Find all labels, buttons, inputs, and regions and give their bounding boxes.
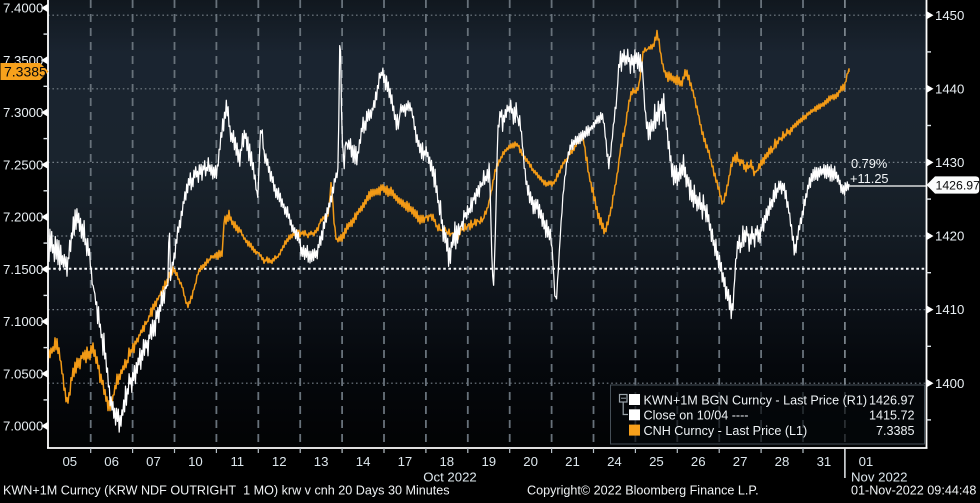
svg-text:01-Nov-2022 09:44:48: 01-Nov-2022 09:44:48 bbox=[851, 484, 976, 498]
svg-text:1415.72: 1415.72 bbox=[869, 409, 915, 423]
svg-text:11: 11 bbox=[230, 454, 244, 469]
svg-text:7.2000: 7.2000 bbox=[3, 210, 43, 225]
svg-text:1450: 1450 bbox=[935, 8, 964, 23]
svg-text:01: 01 bbox=[859, 454, 874, 469]
svg-text:7.0000: 7.0000 bbox=[3, 419, 43, 434]
svg-text:7.3000: 7.3000 bbox=[3, 105, 43, 120]
svg-text:25: 25 bbox=[649, 454, 664, 469]
svg-text:Close on 10/04 ----: Close on 10/04 ---- bbox=[644, 409, 749, 423]
svg-text:17: 17 bbox=[398, 454, 413, 469]
svg-text:21: 21 bbox=[565, 454, 580, 469]
svg-text:7.4000: 7.4000 bbox=[3, 1, 43, 16]
svg-text:KWN+1M Curncy (KRW NDF OUTRIGH: KWN+1M Curncy (KRW NDF OUTRIGHT 1 MO) kr… bbox=[3, 484, 450, 498]
svg-text:KWN+1M BGN Curncy - Last Price: KWN+1M BGN Curncy - Last Price (R1) bbox=[644, 393, 868, 407]
svg-text:14: 14 bbox=[356, 454, 371, 469]
svg-text:27: 27 bbox=[733, 454, 748, 469]
svg-text:+11.25: +11.25 bbox=[850, 171, 889, 186]
svg-text:7.1000: 7.1000 bbox=[3, 314, 43, 329]
svg-text:13: 13 bbox=[314, 454, 329, 469]
svg-text:1400: 1400 bbox=[935, 376, 964, 391]
svg-text:24: 24 bbox=[607, 454, 622, 469]
svg-text:1440: 1440 bbox=[935, 81, 964, 96]
svg-text:Oct 2022: Oct 2022 bbox=[423, 470, 477, 485]
svg-text:7.3385: 7.3385 bbox=[876, 424, 915, 438]
svg-text:7.3385: 7.3385 bbox=[4, 64, 47, 80]
svg-text:7.1500: 7.1500 bbox=[3, 262, 43, 277]
svg-text:07: 07 bbox=[146, 454, 161, 469]
svg-text:18: 18 bbox=[439, 454, 454, 469]
svg-text:12: 12 bbox=[272, 454, 287, 469]
svg-text:7.2500: 7.2500 bbox=[3, 157, 43, 172]
svg-text:1426.97: 1426.97 bbox=[869, 393, 915, 407]
svg-text:26: 26 bbox=[691, 454, 706, 469]
svg-text:1426.97: 1426.97 bbox=[936, 179, 980, 193]
svg-text:1430: 1430 bbox=[935, 155, 964, 170]
svg-text:06: 06 bbox=[104, 454, 119, 469]
svg-text:20: 20 bbox=[523, 454, 538, 469]
svg-text:1410: 1410 bbox=[935, 302, 964, 317]
svg-text:1420: 1420 bbox=[935, 229, 964, 244]
svg-text:Copyright© 2022 Bloomberg Fina: Copyright© 2022 Bloomberg Finance L.P. bbox=[527, 484, 759, 498]
svg-text:10: 10 bbox=[188, 454, 203, 469]
svg-text:CNH Curncy - Last Price (L1): CNH Curncy - Last Price (L1) bbox=[644, 424, 808, 438]
svg-text:31: 31 bbox=[817, 454, 832, 469]
svg-text:7.0500: 7.0500 bbox=[3, 366, 43, 381]
svg-text:19: 19 bbox=[481, 454, 496, 469]
svg-text:05: 05 bbox=[62, 454, 77, 469]
svg-text:28: 28 bbox=[775, 454, 790, 469]
svg-text:0.79%: 0.79% bbox=[851, 156, 887, 171]
svg-text:Nov 2022: Nov 2022 bbox=[851, 470, 907, 485]
